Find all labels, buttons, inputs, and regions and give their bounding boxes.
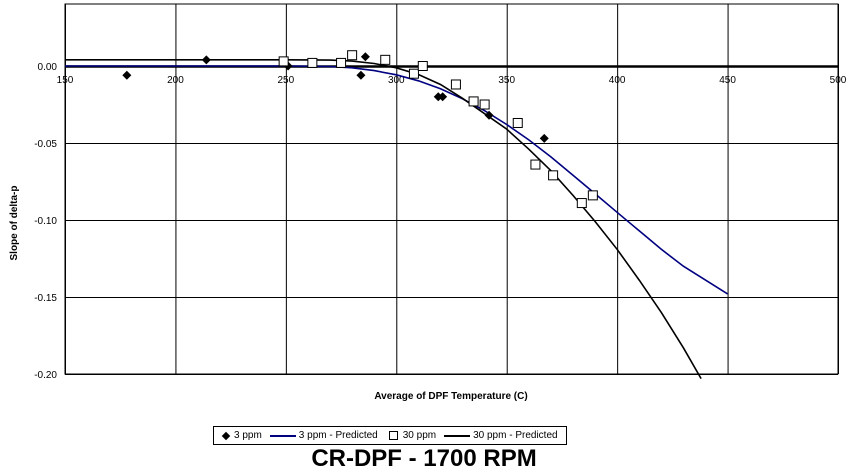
chart-title: CR-DPF - 1700 RPM (311, 445, 537, 472)
x-tick-labels: 150 200 250 300 350 400 450 500 (57, 75, 847, 86)
data-point-diamond (201, 55, 211, 65)
data-point-square (468, 96, 479, 107)
x-tick-label: 300 (388, 75, 405, 86)
legend-entry-3ppm-predicted: 3 ppm - Predicted (269, 430, 378, 441)
diamond-marker-icon (221, 431, 231, 440)
x-tick-label: 400 (609, 75, 626, 86)
legend-label: 3 ppm (234, 430, 262, 441)
legend-label: 3 ppm - Predicted (298, 430, 378, 441)
data-point-square (347, 50, 358, 61)
data-point-square (380, 54, 391, 65)
legend-entry-3ppm: 3 ppm (220, 430, 262, 441)
data-point-square (450, 79, 461, 90)
legend-entry-30ppm-predicted: 30 ppm - Predicted (444, 430, 558, 441)
y-tick-label: -0.15 (34, 293, 57, 304)
series-line-3-ppm---predicted (65, 65, 729, 295)
data-point-square (408, 68, 419, 79)
data-point-diamond (438, 92, 448, 102)
x-tick-label: 150 (57, 75, 74, 86)
x-tick-label: 250 (278, 75, 295, 86)
data-point-diamond (122, 70, 132, 80)
data-point-square (512, 117, 523, 128)
line-marker-icon (444, 434, 471, 437)
x-axis-label: Average of DPF Temperature (C) (374, 391, 527, 402)
y-tick-label: -0.10 (34, 216, 57, 227)
legend-label: 30 ppm (402, 430, 437, 441)
y-axis-label: Slope of delta-p (9, 186, 20, 261)
data-point-square (479, 99, 490, 110)
data-point-square (307, 57, 318, 68)
y-tick-label: -0.20 (34, 370, 57, 381)
legend-label: 30 ppm - Predicted (473, 430, 558, 441)
y-tick-label: 0.00 (38, 62, 58, 73)
legend-entry-30ppm: 30 ppm (386, 430, 436, 441)
data-point-square (336, 57, 347, 68)
data-point-diamond (360, 52, 370, 62)
square-marker-icon (388, 431, 398, 440)
data-point-square (530, 159, 541, 170)
y-tick-labels: 0.00 -0.05 -0.10 -0.15 -0.20 (34, 62, 57, 381)
data-point-square (587, 190, 598, 201)
line-marker-icon (269, 434, 296, 437)
data-point-square (548, 170, 559, 181)
x-tick-label: 200 (167, 75, 184, 86)
series-layer (65, 50, 729, 379)
chart-canvas: 0.00 -0.05 -0.10 -0.15 -0.20 150 200 250 300 350… (9, 3, 847, 402)
x-tick-label: 350 (498, 75, 515, 86)
x-tick-label: 500 (830, 75, 847, 86)
data-point-diamond (539, 133, 549, 143)
data-point-square (278, 56, 289, 67)
data-point-square (576, 198, 587, 209)
x-tick-label: 450 (719, 75, 736, 86)
data-point-square (417, 61, 428, 71)
data-point-diamond (484, 110, 494, 120)
data-point-diamond (356, 70, 366, 80)
y-tick-label: -0.05 (34, 139, 57, 150)
series-line-30-ppm---predicted (65, 59, 702, 379)
legend: 3 ppm 3 ppm - Predicted 30 ppm 30 ppm - … (213, 426, 567, 445)
